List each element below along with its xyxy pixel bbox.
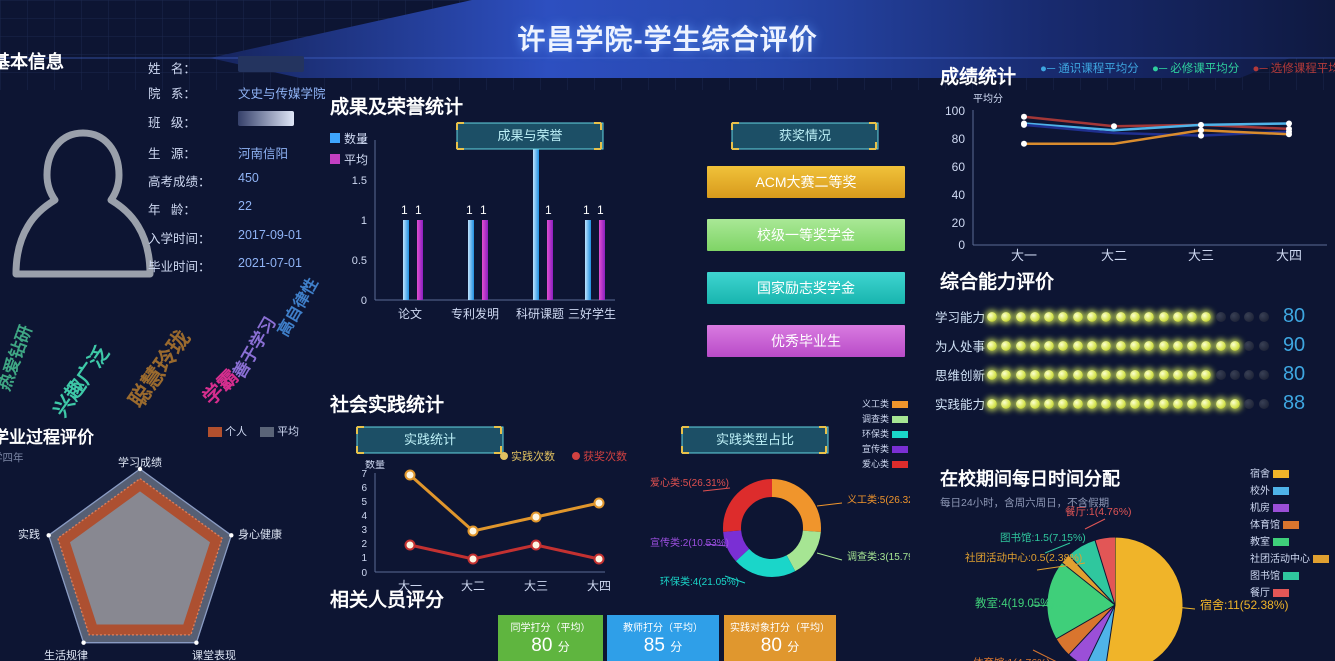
svg-text:4: 4 [361,511,367,522]
svg-text:大四: 大四 [587,579,611,593]
svg-text:80: 80 [952,132,966,146]
svg-text:课堂表现: 课堂表现 [192,648,236,661]
svg-text:1.5: 1.5 [352,175,367,187]
svg-text:论文: 论文 [398,306,422,321]
svg-text:0.5: 0.5 [352,255,367,267]
svg-text:实践: 实践 [18,527,40,541]
svg-text:宣传类:2(10.53%): 宣传类:2(10.53%) [650,536,729,549]
svg-text:0: 0 [361,568,367,579]
svg-text:图书馆:1.5(7.15%): 图书馆:1.5(7.15%) [1000,531,1086,544]
svg-text:1: 1 [545,203,552,217]
svg-text:2: 2 [361,135,367,147]
svg-text:平均分: 平均分 [973,93,1003,105]
svg-text:3: 3 [361,525,367,536]
svg-text:1: 1 [361,553,367,564]
svg-text:5: 5 [361,497,367,508]
svg-text:0: 0 [958,238,965,252]
svg-text:数量: 数量 [365,460,385,471]
svg-text:宿舍:11(52.38%): 宿舍:11(52.38%) [1200,597,1288,612]
svg-text:100: 100 [945,104,965,118]
svg-text:餐厅:1(4.76%): 餐厅:1(4.76%) [1065,505,1132,518]
svg-text:1: 1 [361,215,367,227]
svg-text:生活规律: 生活规律 [44,648,88,661]
svg-text:获奖情况: 获奖情况 [779,128,831,143]
svg-text:大一: 大一 [1011,248,1037,263]
svg-text:7: 7 [361,469,367,480]
svg-text:身心健康: 身心健康 [238,527,282,541]
svg-text:大二: 大二 [1101,248,1127,263]
svg-text:爱心类:5(26.31%): 爱心类:5(26.31%) [650,476,729,489]
svg-text:1: 1 [415,203,422,217]
svg-text:1: 1 [480,203,487,217]
svg-text:实践类型占比: 实践类型占比 [716,432,794,447]
svg-text:实践统计: 实践统计 [404,432,456,447]
svg-text:义工类:5(26.32%): 义工类:5(26.32%) [847,493,910,506]
svg-text:社团活动中心:0.5(2.38%): 社团活动中心:0.5(2.38%) [965,551,1082,564]
svg-text:体育馆:1(4.76%): 体育馆:1(4.76%) [973,656,1050,661]
svg-text:科研课题: 科研课题 [516,307,564,321]
svg-text:调查类:3(15.79%): 调查类:3(15.79%) [847,550,910,563]
svg-text:学习成绩: 学习成绩 [118,455,162,469]
svg-text:6: 6 [361,483,367,494]
svg-text:20: 20 [952,216,966,230]
svg-text:1: 1 [597,203,604,217]
svg-text:专利发明: 专利发明 [451,306,499,321]
svg-text:1: 1 [583,203,590,217]
svg-text:教室:4(19.05%): 教室:4(19.05%) [975,596,1054,610]
svg-text:大二: 大二 [461,579,485,593]
svg-text:1: 1 [466,203,473,217]
svg-text:大四: 大四 [1276,248,1302,263]
svg-text:0: 0 [361,295,367,307]
svg-text:三好学生: 三好学生 [568,306,616,321]
svg-text:1: 1 [401,203,408,217]
svg-text:大三: 大三 [1188,248,1214,263]
svg-text:2: 2 [361,539,367,550]
svg-text:大三: 大三 [524,579,548,593]
svg-text:成果与荣誉: 成果与荣誉 [497,128,562,143]
svg-text:60: 60 [952,160,966,174]
svg-text:40: 40 [952,188,966,202]
